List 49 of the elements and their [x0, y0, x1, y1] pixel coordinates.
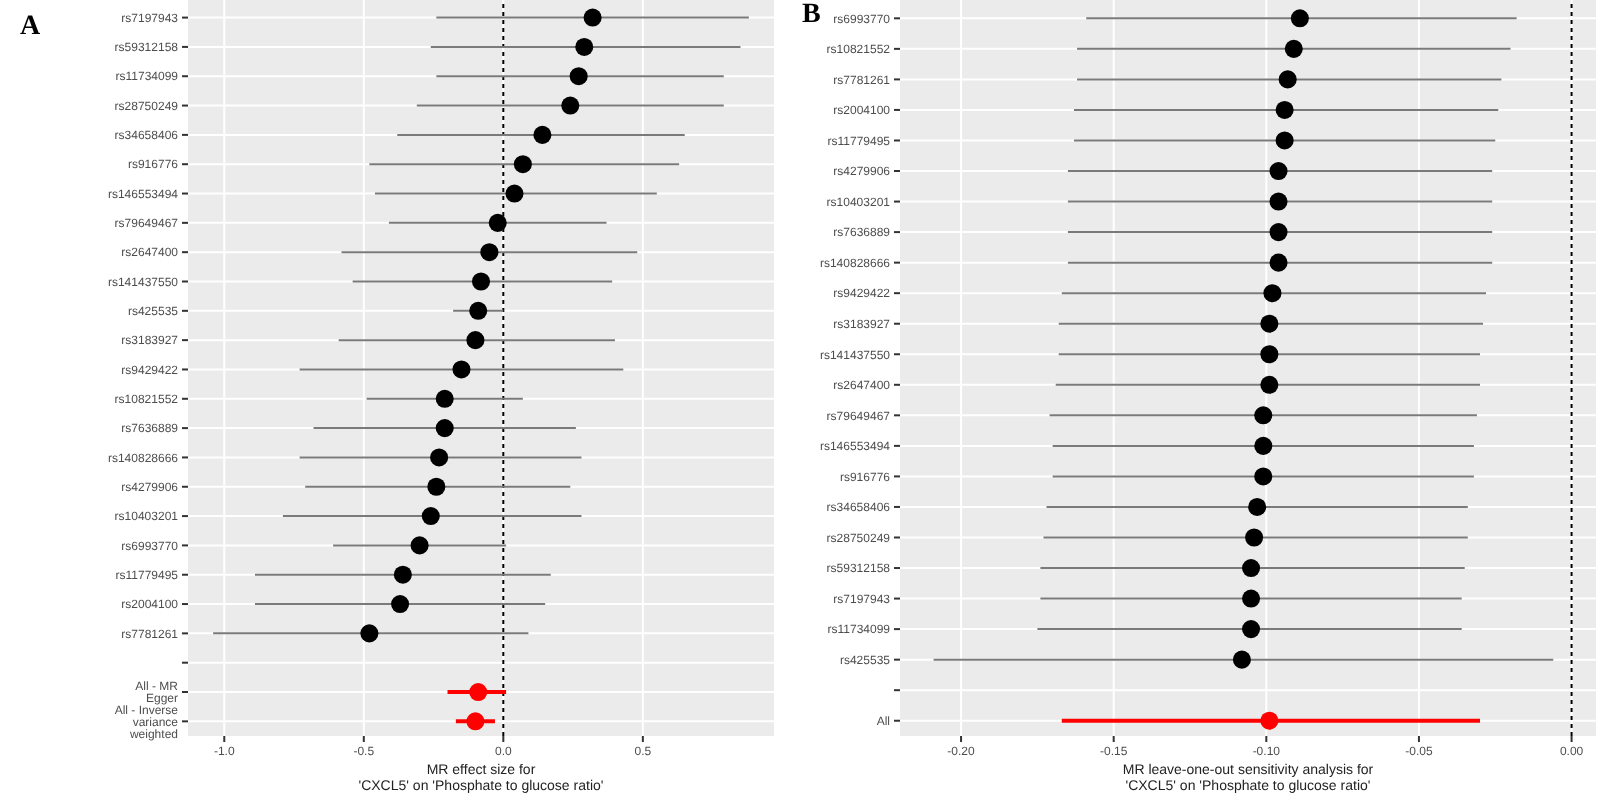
chart-title: B — [802, 0, 821, 32]
point — [1260, 314, 1279, 333]
point — [561, 96, 580, 115]
point — [1290, 9, 1309, 28]
point — [471, 272, 491, 291]
point — [421, 507, 440, 526]
point — [1242, 620, 1261, 639]
point — [1245, 528, 1264, 547]
point — [1254, 467, 1273, 486]
point — [427, 477, 446, 496]
point — [1248, 497, 1267, 516]
point — [410, 536, 429, 555]
point — [1284, 39, 1303, 58]
point — [533, 125, 552, 144]
point — [1269, 192, 1288, 211]
point — [1260, 711, 1279, 730]
point — [1242, 589, 1261, 608]
point — [469, 683, 488, 702]
point — [569, 67, 588, 86]
point — [480, 243, 499, 262]
point — [360, 624, 379, 643]
point — [1263, 284, 1282, 303]
point — [430, 448, 449, 467]
point — [1275, 100, 1294, 119]
point — [1278, 70, 1297, 89]
point — [469, 301, 488, 320]
point — [505, 184, 524, 203]
point — [435, 389, 454, 408]
point — [452, 360, 471, 379]
point — [1254, 436, 1273, 455]
point — [1269, 223, 1288, 242]
point — [1269, 253, 1288, 272]
point — [466, 331, 485, 350]
point — [1254, 406, 1273, 425]
point — [1260, 375, 1279, 394]
point — [583, 8, 602, 27]
point — [391, 595, 410, 614]
point — [1260, 345, 1279, 364]
point — [466, 712, 485, 731]
point — [575, 37, 594, 56]
point — [393, 565, 412, 584]
point — [1269, 162, 1288, 181]
point — [1275, 131, 1294, 150]
point — [1232, 650, 1251, 669]
chart-title: A — [20, 12, 41, 44]
point — [435, 419, 454, 438]
point — [1242, 559, 1261, 578]
point — [513, 155, 532, 174]
point — [488, 213, 507, 232]
